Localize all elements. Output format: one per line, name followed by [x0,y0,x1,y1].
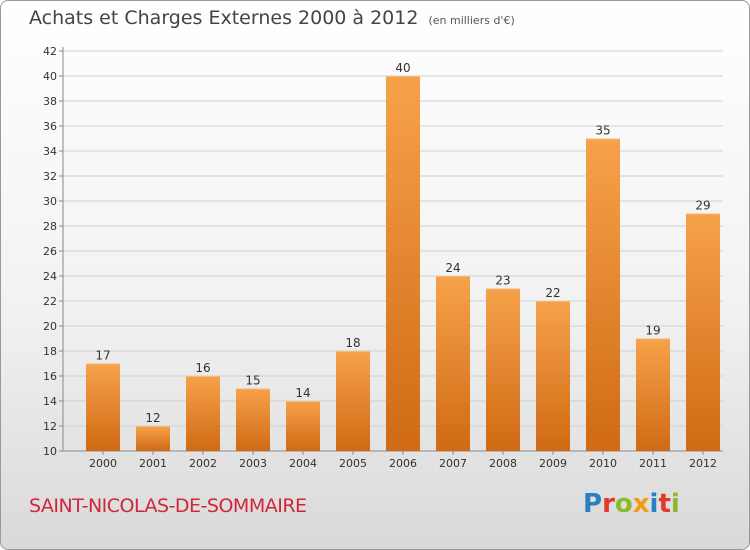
y-tick-label: 12 [43,420,57,433]
x-tick-label: 2007 [439,457,467,470]
y-tick-label: 38 [43,95,57,108]
bar [586,138,620,451]
x-tick-label: 2010 [589,457,617,470]
x-tick-label: 2001 [139,457,167,470]
bar-value-label: 23 [495,274,510,288]
bar [686,213,720,451]
logo-letter: i [649,489,659,519]
x-tick-label: 2012 [689,457,717,470]
logo-letter: x [632,489,650,519]
bar-value-label: 15 [245,374,260,388]
y-tick-label: 24 [43,270,57,283]
x-tick-label: 2002 [189,457,217,470]
y-tick-label: 36 [43,120,57,133]
bar [336,351,370,451]
y-tick-label: 40 [43,70,57,83]
bar [236,388,270,451]
bar [286,401,320,451]
y-tick-label: 32 [43,170,57,183]
y-tick-label: 14 [43,395,57,408]
bar-value-label: 16 [195,361,210,375]
logo-letter: t [658,489,671,519]
x-tick-label: 2004 [289,457,317,470]
y-tick-label: 16 [43,370,57,383]
y-tick-label: 42 [43,45,57,58]
bar-value-label: 22 [545,286,560,300]
bar [186,376,220,451]
chart-title: Achats et Charges Externes 2000 à 2012 (e… [29,7,515,29]
y-tick-label: 22 [43,295,57,308]
logo-letter: r [602,489,615,519]
x-tick-label: 2008 [489,457,517,470]
x-tick-label: 2005 [339,457,367,470]
bar-value-label: 14 [295,386,310,400]
y-tick-label: 30 [43,195,57,208]
bar-value-label: 40 [395,61,410,75]
logo-letter: i [670,489,680,519]
bar-value-label: 12 [145,411,160,425]
bar [636,338,670,451]
x-tick-label: 2009 [539,457,567,470]
chart-title-text: Achats et Charges Externes 2000 à 2012 [29,7,419,29]
bar-value-label: 35 [595,124,610,138]
y-tick-label: 18 [43,345,57,358]
x-tick-label: 2003 [239,457,267,470]
y-tick-label: 20 [43,320,57,333]
x-tick-label: 2011 [639,457,667,470]
x-tick-label: 2000 [89,457,117,470]
logo-letter: o [614,489,633,519]
bar-value-label: 24 [445,261,460,275]
logo-letter: P [583,489,603,519]
bar [486,288,520,451]
y-tick-label: 34 [43,145,57,158]
bar [536,301,570,451]
chart-unit: (en milliers d'€) [428,14,515,27]
bar [86,363,120,451]
bar [386,76,420,451]
proxiti-logo: Proxiti [583,489,680,519]
bar [136,426,170,451]
bar-value-label: 18 [345,336,360,350]
y-tick-label: 10 [43,445,57,458]
bar-value-label: 17 [95,349,110,363]
bar-value-label: 19 [645,324,660,338]
bar-value-label: 29 [695,199,710,213]
x-tick-label: 2006 [389,457,417,470]
city-name: SAINT-NICOLAS-DE-SOMMAIRE [29,495,307,517]
bar [436,276,470,451]
y-tick-label: 26 [43,245,57,258]
y-tick-label: 28 [43,220,57,233]
